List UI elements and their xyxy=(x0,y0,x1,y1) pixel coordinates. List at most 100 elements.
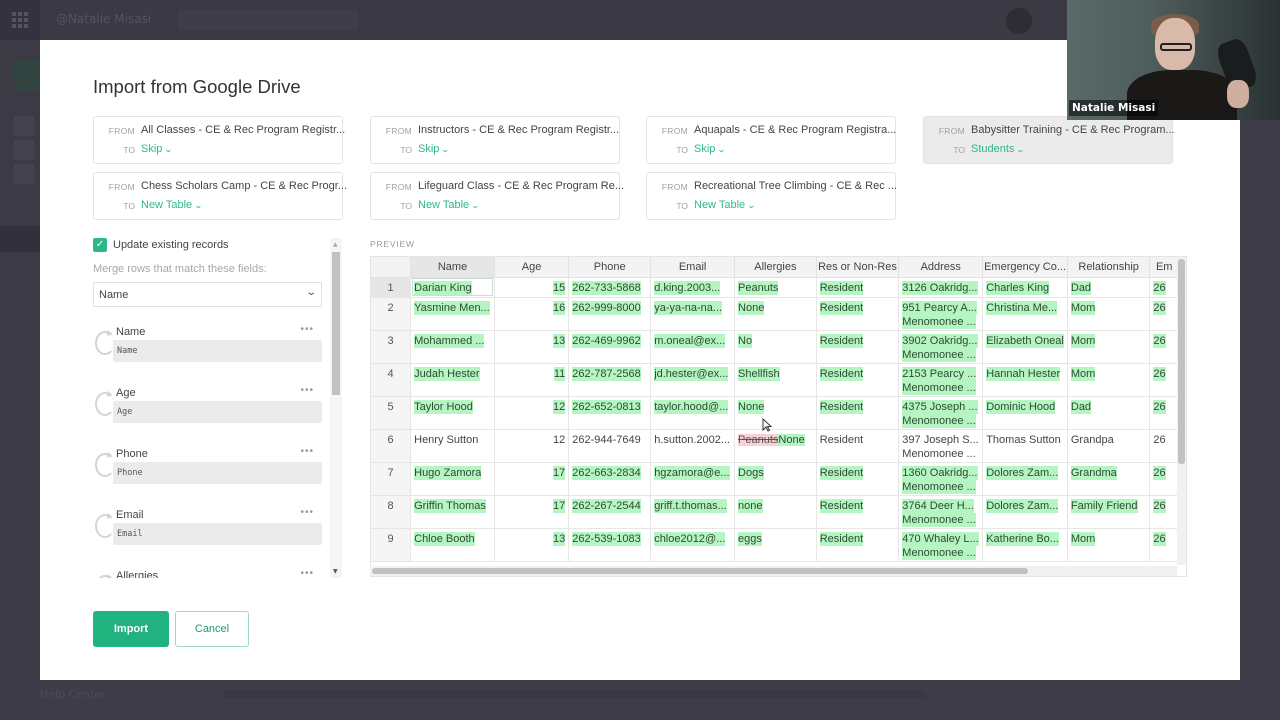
grid-cell-email[interactable]: h.sutton.2002... xyxy=(650,429,736,463)
field-panel-scrollbar[interactable]: ▲ ▼ xyxy=(330,238,342,578)
sheet-mapping-card[interactable]: FROM Instructors - CE & Rec Program Regis… xyxy=(370,116,620,164)
column-header[interactable]: Phone xyxy=(568,257,652,278)
destination-table-dropdown[interactable]: New Table ⌄ xyxy=(694,199,756,211)
grid-cell-allergies[interactable]: No xyxy=(734,330,817,364)
grid-cell-res[interactable]: Resident xyxy=(816,528,900,562)
source-field-select[interactable]: Name xyxy=(113,340,322,362)
import-button[interactable]: Import xyxy=(93,611,169,647)
grid-cell-addr[interactable]: 3764 Deer H... Menomonee ... xyxy=(898,495,984,529)
grid-cell-age[interactable]: 17 xyxy=(494,462,570,496)
grid-cell-addr[interactable]: 3126 Oakridg... xyxy=(898,277,984,298)
grid-cell-phone[interactable]: 262-469-9962 xyxy=(568,330,652,364)
column-header[interactable]: Em xyxy=(1149,257,1179,278)
column-header[interactable]: Name xyxy=(410,257,495,278)
destination-table-dropdown[interactable]: New Table ⌄ xyxy=(418,199,480,211)
scroll-up-icon[interactable]: ▲ xyxy=(333,241,338,248)
grid-cell-allergies[interactable]: PeanutsNone xyxy=(734,429,817,463)
grid-cell-allergies[interactable]: Peanuts xyxy=(734,277,817,298)
column-header[interactable]: Address xyxy=(898,257,984,278)
grid-cell-emergency[interactable]: Dolores Zam... xyxy=(982,495,1068,529)
more-options-icon[interactable]: ••• xyxy=(300,324,314,335)
grid-cell-relationship[interactable]: Mom xyxy=(1067,528,1151,562)
grid-cell-age[interactable]: 13 xyxy=(494,330,570,364)
grid-cell-age[interactable]: 17 xyxy=(494,495,570,529)
grid-cell-email[interactable]: ya-ya-na-na... xyxy=(650,297,736,331)
sidebar-item-selected[interactable] xyxy=(0,226,40,252)
grid-cell-addr[interactable]: 951 Pearcy A... Menomonee ... xyxy=(898,297,984,331)
grid-cell-name[interactable]: Henry Sutton xyxy=(410,429,495,463)
scrollbar-thumb[interactable] xyxy=(372,568,1028,574)
grid-cell-addr[interactable]: 4375 Joseph ... Menomonee ... xyxy=(898,396,984,430)
destination-table-dropdown[interactable]: Skip ⌄ xyxy=(141,143,173,155)
more-options-icon[interactable]: ••• xyxy=(300,507,314,518)
grid-cell-age[interactable]: 13 xyxy=(494,528,570,562)
column-header[interactable]: Res or Non-Res xyxy=(816,257,900,278)
column-header[interactable]: Allergies xyxy=(734,257,817,278)
grid-cell-relationship[interactable]: Dad xyxy=(1067,277,1151,298)
grid-cell-em[interactable]: 26 xyxy=(1149,297,1179,331)
grid-cell-emergency[interactable]: Charles King xyxy=(982,277,1068,298)
grid-cell-age[interactable]: 11 xyxy=(494,363,570,397)
scrollbar-thumb[interactable] xyxy=(1178,259,1185,464)
more-options-icon[interactable]: ••• xyxy=(300,568,314,578)
grid-cell-res[interactable]: Resident xyxy=(816,462,900,496)
grid-cell-res[interactable]: Resident xyxy=(816,363,900,397)
sheet-mapping-card[interactable]: FROM Babysitter Training - CE & Rec Progr… xyxy=(923,116,1175,164)
grid-cell-addr[interactable]: 470 Whaley L... Menomonee ... xyxy=(898,528,984,562)
source-field-select[interactable]: Email xyxy=(113,523,322,545)
table-row[interactable]: 9 Chloe Booth 13 262-539-1083 chloe2012@... e… xyxy=(371,528,1186,562)
grid-cell-em[interactable]: 26 xyxy=(1149,330,1179,364)
column-header[interactable]: Relationship xyxy=(1067,257,1151,278)
destination-table-dropdown[interactable]: Skip ⌄ xyxy=(694,143,726,155)
grid-cell-phone[interactable]: 262-267-2544 xyxy=(568,495,652,529)
table-row[interactable]: 4 Judah Hester 11 262-787-2568 jd.hester@ex.… xyxy=(371,363,1186,397)
grid-cell-emergency[interactable]: Elizabeth Oneal xyxy=(982,330,1068,364)
grid-cell-allergies[interactable]: None xyxy=(734,396,817,430)
grid-cell-email[interactable]: taylor.hood@... xyxy=(650,396,736,430)
sheet-mapping-card[interactable]: FROM Aquapals - CE & Rec Program Registra… xyxy=(646,116,896,164)
grid-cell-name[interactable]: Taylor Hood xyxy=(410,396,495,430)
grid-cell-email[interactable]: m.oneal@ex... xyxy=(650,330,736,364)
table-row[interactable]: 2 Yasmine Men... 16 262-999-8000 ya-ya-na-na… xyxy=(371,297,1186,331)
sheet-mapping-card[interactable]: FROM All Classes - CE & Rec Program Regis… xyxy=(93,116,345,164)
grid-cell-allergies[interactable]: eggs xyxy=(734,528,817,562)
grid-cell-phone[interactable]: 262-733-5868 xyxy=(568,277,652,298)
source-field-select[interactable]: Phone xyxy=(113,462,322,484)
grid-cell-relationship[interactable]: Mom xyxy=(1067,297,1151,331)
grid-cell-age[interactable]: 16 xyxy=(494,297,570,331)
grid-cell-addr[interactable]: 3902 Oakridg... Menomonee ... xyxy=(898,330,984,364)
avatar[interactable] xyxy=(1006,8,1032,34)
grid-cell-name[interactable]: Darian King xyxy=(410,277,495,298)
table-row[interactable]: 8 Griffin Thomas 17 262-267-2544 griff.t.tho… xyxy=(371,495,1186,529)
grid-cell-age[interactable]: 12 xyxy=(494,429,570,463)
user-menu[interactable]: @Natalie Misasi xyxy=(56,12,152,26)
grid-cell-emergency[interactable]: Thomas Sutton xyxy=(982,429,1068,463)
grid-cell-name[interactable]: Griffin Thomas xyxy=(410,495,495,529)
grid-cell-res[interactable]: Resident xyxy=(816,330,900,364)
grid-cell-phone[interactable]: 262-652-0813 xyxy=(568,396,652,430)
grid-cell-name[interactable]: Hugo Zamora xyxy=(410,462,495,496)
table-row[interactable]: 3 Mohammed ... 13 262-469-9962 m.oneal@ex...… xyxy=(371,330,1186,364)
destination-table-dropdown[interactable]: Students ⌄ xyxy=(971,143,1025,155)
grid-cell-em[interactable]: 26 xyxy=(1149,277,1179,298)
grid-cell-name[interactable]: Judah Hester xyxy=(410,363,495,397)
grid-cell-res[interactable]: Resident xyxy=(816,277,900,298)
sidebar-item-icon[interactable] xyxy=(14,164,34,184)
grid-cell-em[interactable]: 26 xyxy=(1149,462,1179,496)
grid-cell-relationship[interactable]: Mom xyxy=(1067,330,1151,364)
grid-cell-phone[interactable]: 262-539-1083 xyxy=(568,528,652,562)
grid-cell-addr[interactable]: 2153 Pearcy ... Menomonee ... xyxy=(898,363,984,397)
more-options-icon[interactable]: ••• xyxy=(300,385,314,396)
grid-cell-email[interactable]: jd.hester@ex... xyxy=(650,363,736,397)
table-row[interactable]: 7 Hugo Zamora 17 262-663-2834 hgzamora@e... D… xyxy=(371,462,1186,496)
destination-table-dropdown[interactable]: New Table ⌄ xyxy=(141,199,203,211)
grid-cell-res[interactable]: Resident xyxy=(816,297,900,331)
grid-cell-email[interactable]: d.king.2003... xyxy=(650,277,736,298)
help-center-link[interactable]: Help Center xyxy=(40,688,106,701)
grid-cell-relationship[interactable]: Dad xyxy=(1067,396,1151,430)
grid-cell-em[interactable]: 26 xyxy=(1149,396,1179,430)
grid-cell-emergency[interactable]: Katherine Bo... xyxy=(982,528,1068,562)
grid-cell-name[interactable]: Mohammed ... xyxy=(410,330,495,364)
grid-cell-emergency[interactable]: Dolores Zam... xyxy=(982,462,1068,496)
sheet-mapping-card[interactable]: FROM Chess Scholars Camp - CE & Rec Progr… xyxy=(93,172,347,220)
